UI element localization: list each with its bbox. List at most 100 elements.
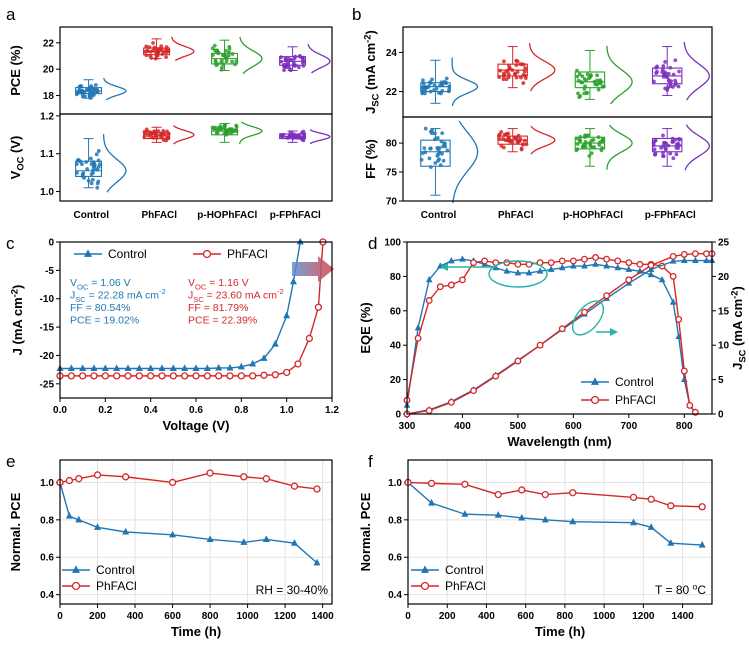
x-tick-label: 600 bbox=[164, 611, 181, 622]
box-p-fphfacl bbox=[651, 41, 710, 101]
data-point bbox=[692, 256, 699, 263]
box-iqr bbox=[574, 71, 606, 89]
box-iqr bbox=[75, 160, 103, 177]
legend-item-phfacl: PhFACl bbox=[62, 579, 137, 593]
data-point bbox=[558, 263, 566, 271]
x-tick-label: 0 bbox=[57, 611, 63, 622]
distribution-curve bbox=[309, 129, 331, 145]
y-tick-label: 1.0 bbox=[40, 478, 54, 489]
scatter-point bbox=[422, 146, 427, 151]
data-point bbox=[122, 473, 130, 481]
legend-marker bbox=[202, 249, 212, 259]
scatter-point bbox=[283, 57, 288, 62]
scatter-point bbox=[660, 154, 665, 158]
y-axis-title-part: J bbox=[363, 107, 378, 114]
data-point bbox=[158, 372, 166, 380]
box-p-hophfacl bbox=[210, 121, 263, 145]
series-phfacl-right bbox=[403, 250, 716, 418]
category-label: p-HOPhFACl bbox=[563, 210, 623, 221]
scatter-point bbox=[151, 41, 155, 45]
y-tick-label: 15 bbox=[718, 306, 730, 317]
data-point bbox=[614, 263, 622, 271]
data-point bbox=[536, 341, 544, 349]
scatter-point bbox=[514, 75, 519, 80]
box-p-fphfacl bbox=[651, 124, 711, 171]
scatter-point bbox=[598, 79, 603, 84]
annotation-line-part: V bbox=[70, 277, 77, 289]
plot-frame bbox=[402, 116, 713, 202]
legend-marker bbox=[590, 395, 600, 405]
scatter-point bbox=[293, 54, 298, 59]
data-point bbox=[547, 259, 555, 267]
annotation-line-part: = 1.16 V bbox=[206, 277, 248, 289]
data-point bbox=[494, 490, 502, 499]
box-p-hophfacl bbox=[574, 124, 633, 170]
scatter-point bbox=[502, 59, 506, 64]
series-line bbox=[407, 481, 703, 508]
y-tick-label: 0.6 bbox=[388, 553, 402, 564]
box-phfacl bbox=[497, 43, 556, 92]
data-point bbox=[603, 292, 611, 300]
scatter-point bbox=[577, 72, 582, 77]
x-axis-title: Time (h) bbox=[171, 624, 221, 639]
data-point bbox=[698, 503, 706, 511]
box-control bbox=[420, 57, 479, 107]
scatter-point bbox=[291, 60, 296, 65]
distribution-curve bbox=[683, 41, 710, 101]
scatter-point bbox=[166, 131, 171, 136]
y2-axis-title-part: -2 bbox=[730, 291, 740, 299]
y-axis-title-part: J (mA cm bbox=[10, 297, 25, 355]
data-point bbox=[667, 502, 675, 510]
data-point bbox=[461, 510, 469, 517]
scatter-point bbox=[91, 171, 95, 175]
series-line bbox=[407, 481, 703, 546]
scatter-point bbox=[144, 127, 149, 132]
legend-item-control: Control bbox=[581, 375, 654, 389]
y-axis-title-holder: PCE (%) bbox=[8, 45, 23, 96]
y-axis-title-part: SC bbox=[371, 93, 381, 106]
scatter-point bbox=[662, 71, 667, 76]
data-point bbox=[181, 372, 189, 380]
scatter-point bbox=[521, 142, 525, 147]
scatter-point bbox=[516, 133, 521, 138]
distribution-curve bbox=[606, 45, 633, 105]
scatter-point bbox=[439, 91, 443, 96]
annotation-line-part: = 22.28 mA cm bbox=[86, 290, 159, 302]
y-axis-title-holder: J (mA cm-2) bbox=[10, 285, 26, 356]
y-axis-title-part: Normal. PCE bbox=[358, 492, 373, 571]
scatter-point bbox=[438, 163, 443, 167]
x-tick-label: 200 bbox=[89, 611, 106, 622]
data-point bbox=[581, 255, 588, 263]
y-axis-title: Normal. PCE bbox=[358, 492, 373, 571]
data-point bbox=[226, 363, 234, 371]
data-point bbox=[569, 257, 577, 265]
x-axis-title: Voltage (V) bbox=[163, 418, 230, 433]
scatter-point bbox=[652, 79, 656, 84]
scatter-point bbox=[219, 67, 224, 72]
scatter-point bbox=[79, 84, 84, 89]
data-point bbox=[518, 486, 526, 494]
data-point bbox=[75, 475, 83, 483]
scatter-point bbox=[92, 163, 97, 168]
x-tick-label: 0.2 bbox=[98, 405, 112, 416]
scatter-point bbox=[224, 130, 228, 135]
scatter-point bbox=[223, 56, 228, 61]
y-axis-title-part: V bbox=[8, 170, 23, 179]
y-axis-title-part: PCE (%) bbox=[8, 45, 23, 96]
scatter-point bbox=[421, 81, 426, 86]
legend-label: PhFACl bbox=[227, 247, 268, 261]
scatter-point bbox=[652, 147, 657, 152]
data-point bbox=[514, 269, 522, 276]
data-point bbox=[290, 539, 298, 546]
annotation-line-part: FF = 81.79% bbox=[188, 302, 248, 314]
scatter-point bbox=[673, 58, 678, 63]
distribution-curve bbox=[171, 36, 195, 62]
x-axis-title-part: Wavelength (nm) bbox=[507, 434, 611, 449]
annotation-line-part: FF = 80.54% bbox=[70, 302, 130, 314]
data-point bbox=[65, 512, 73, 519]
data-point bbox=[135, 364, 143, 372]
category-label: Control bbox=[421, 210, 457, 221]
data-point bbox=[667, 539, 675, 546]
box-control bbox=[74, 134, 127, 193]
scatter-point bbox=[596, 87, 601, 92]
